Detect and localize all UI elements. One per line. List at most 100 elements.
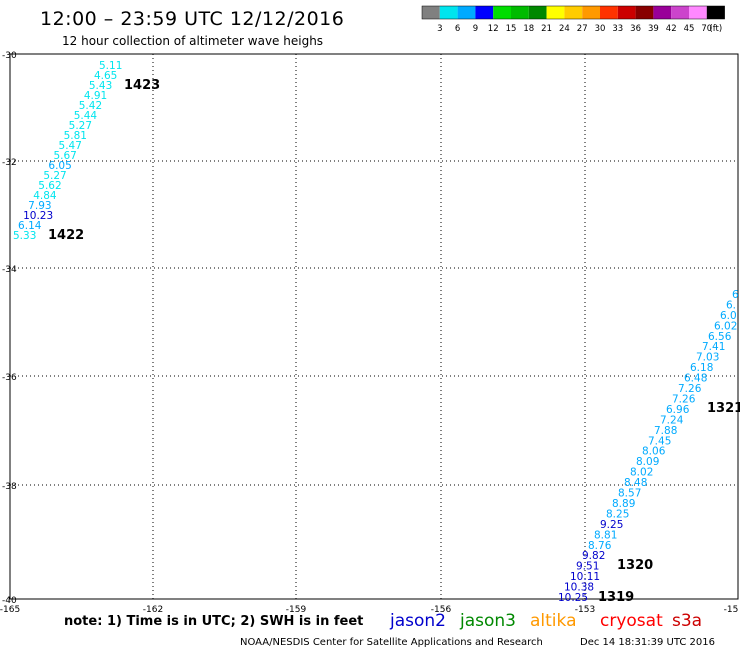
credit-text: NOAA/NESDIS Center for Satellite Applica…	[240, 637, 543, 648]
wave-height-value: 9.25	[600, 519, 623, 531]
scale-swatch	[511, 6, 529, 19]
scale-tick-label: 30	[595, 24, 606, 34]
scale-tick-label: 12	[488, 24, 499, 34]
satellite-name-s3a: s3a	[672, 611, 702, 631]
wave-height-value: 5.27	[43, 170, 66, 182]
longitude-label: -15	[724, 605, 739, 615]
longitude-label: -165	[0, 605, 20, 615]
pass-label-1422: 1422	[48, 228, 84, 243]
scale-swatch	[653, 6, 672, 19]
wave-height-value: 8.76	[588, 540, 612, 552]
scale-swatch	[600, 6, 618, 19]
wave-height-value: 10.25	[558, 592, 588, 604]
wave-height-value: 8.48	[624, 477, 647, 489]
scale-swatch	[528, 6, 547, 19]
wave-height-value: 8.81	[594, 529, 617, 541]
wave-height-value: 7.88	[654, 425, 677, 437]
scale-swatch	[422, 6, 440, 19]
satellite-name-jason3: jason3	[459, 611, 516, 631]
scale-tick-label: 3	[437, 24, 442, 34]
scale-swatch	[475, 6, 494, 19]
wave-height-value: 7.03	[696, 352, 719, 364]
wave-height-value: 6.48	[684, 373, 707, 385]
satellite-name-cryosat: cryosat	[600, 611, 663, 631]
wave-height-value: 7.24	[660, 414, 684, 426]
scale-swatch	[617, 6, 636, 19]
scale-tick-label: 24	[559, 24, 570, 34]
satellite-legend: jason2 jason3 altika cryosat s3a	[389, 611, 702, 631]
pass-label-1319: 1319	[598, 590, 634, 605]
map-subtitle: 12 hour collection of altimeter wave hei…	[62, 34, 323, 48]
scale-swatch	[457, 6, 476, 19]
wave-height-value: 4.84	[33, 190, 57, 202]
pass-label-1320: 1320	[617, 558, 653, 573]
pass-label-1423: 1423	[124, 78, 160, 93]
satellite-name-altika: altika	[530, 611, 577, 631]
latitude-label: -30	[2, 51, 17, 61]
scale-swatch	[689, 6, 707, 19]
wave-height-value: 8.02	[630, 467, 653, 479]
latitude-label: -40	[2, 596, 17, 606]
wave-height-value: 5.67	[53, 150, 76, 162]
scale-tick-label: 39	[648, 24, 659, 34]
scale-tick-label: 27	[577, 24, 588, 34]
wave-height-value: 9.51	[576, 561, 599, 573]
scale-swatch	[671, 6, 689, 19]
wave-height-value: 10.23	[23, 210, 53, 222]
scale-unit-label: (ft)	[709, 24, 722, 34]
wave-height-value: 7.26	[672, 393, 696, 405]
track-values-pass-1321: 66.6.06.026.567.417.036.186.487.267.266.…	[558, 289, 739, 604]
wave-height-value: 6.56	[708, 331, 732, 343]
wave-height-value: 6.05	[48, 160, 71, 172]
wave-height-value: 7.26	[678, 383, 702, 395]
map-title: 12:00 – 23:59 UTC 12/12/2016	[40, 8, 344, 30]
satellite-name-jason2: jason2	[389, 611, 446, 631]
wave-height-value: 5.44	[74, 110, 98, 122]
scale-tick-label: 36	[630, 24, 641, 34]
wave-height-value: 6	[732, 289, 739, 301]
latitude-label: -36	[2, 373, 17, 383]
wave-height-value: 6.96	[666, 404, 690, 416]
longitude-label: -162	[143, 605, 163, 615]
wave-height-value: 5.62	[38, 180, 61, 192]
scale-tick-label: 21	[541, 24, 552, 34]
wave-height-value: 6.02	[714, 320, 737, 332]
pass-label-1321: 1321	[707, 401, 740, 416]
scale-tick-label: 45	[684, 24, 695, 34]
wave-height-value: 7.41	[702, 341, 725, 353]
wave-height-value: 6.	[726, 299, 736, 311]
scale-tick-label: 6	[455, 24, 460, 34]
scale-tick-label: 9	[473, 24, 478, 34]
wave-height-value: 6.0	[720, 310, 737, 322]
latitude-label: -34	[2, 265, 17, 275]
wave-height-value: 5.81	[64, 130, 87, 142]
wave-height-value: 5.43	[89, 80, 112, 92]
wave-height-value: 5.47	[59, 140, 82, 152]
scale-tick-label: 42	[666, 24, 677, 34]
wave-height-value: 10.38	[564, 582, 594, 594]
latitude-label: -32	[2, 158, 17, 168]
longitude-label: -159	[286, 605, 307, 615]
wave-height-value: 8.57	[618, 488, 641, 500]
scale-swatch	[706, 6, 725, 19]
wave-height-value: 5.27	[69, 120, 92, 132]
longitude-label: -153	[575, 605, 595, 615]
wave-height-value: 7.93	[28, 200, 51, 212]
wave-height-value: 5.42	[79, 100, 102, 112]
scale-border	[421, 5, 725, 20]
track-values-pass-1423: 5.114.655.434.915.425.445.275.815.475.67…	[13, 60, 122, 242]
footer-note: note: 1) Time is in UTC; 2) SWH is in fe…	[64, 614, 363, 629]
wave-height-value: 7.45	[648, 435, 671, 447]
scale-swatch	[493, 6, 511, 19]
scale-swatch	[546, 6, 565, 19]
wave-height-value: 4.65	[94, 70, 117, 82]
scale-tick-label: 18	[523, 24, 534, 34]
wave-height-value: 8.25	[606, 508, 629, 520]
wave-height-value: 10.11	[570, 571, 600, 583]
scale-swatch	[439, 6, 458, 19]
axis-labels: -165 -162 -159 -156 -153 -15 -30 -32 -34 -36 -38 -4…	[0, 51, 738, 615]
scale-tick-label: 15	[506, 24, 517, 34]
wave-height-value: 6.18	[690, 362, 713, 374]
plot-frame	[9, 53, 739, 600]
